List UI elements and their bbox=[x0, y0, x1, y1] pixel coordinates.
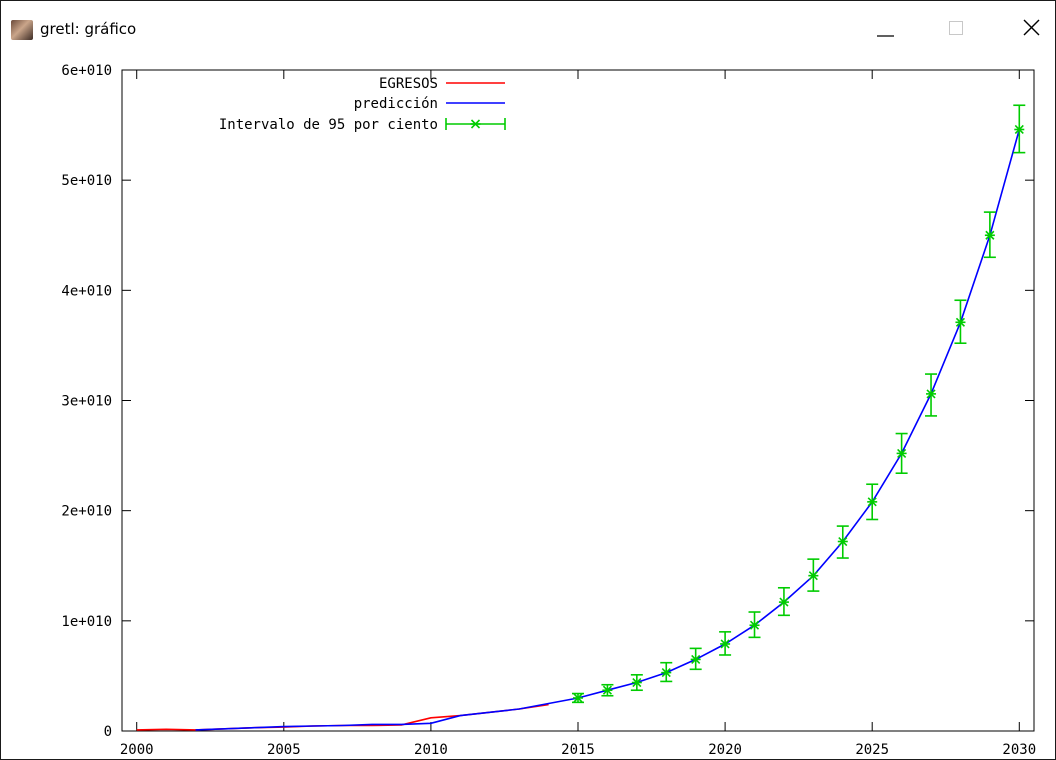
x-tick-label: 2030 bbox=[1002, 742, 1036, 758]
minimize-icon bbox=[877, 35, 894, 37]
x-tick-label: 2025 bbox=[855, 742, 889, 758]
y-tick-label: 2e+010 bbox=[61, 504, 112, 520]
errorbar-point bbox=[866, 483, 879, 521]
close-button[interactable] bbox=[1007, 9, 1053, 49]
y-tick-label: 1e+010 bbox=[61, 614, 112, 630]
errorbar-point bbox=[954, 299, 967, 345]
errorbar-point bbox=[630, 674, 643, 692]
minimize-button[interactable] bbox=[861, 9, 907, 49]
close-icon bbox=[1023, 19, 1040, 36]
errorbar-point bbox=[777, 586, 790, 617]
y-tick-label: 4e+010 bbox=[61, 283, 112, 299]
star-marker-d2 bbox=[838, 536, 848, 547]
legend-star-d2 bbox=[470, 119, 481, 129]
x-tick-label: 2005 bbox=[267, 742, 301, 758]
plot-area: 0 1e+010 2e+010 3e+010 4e+010 5e+010 6e+010 200… bbox=[1, 53, 1055, 759]
errorbar-point bbox=[689, 647, 702, 671]
x-tick-label: 2020 bbox=[708, 742, 742, 758]
window-title: gretl: gráfico bbox=[40, 20, 137, 38]
gretl-app-icon[interactable] bbox=[11, 20, 33, 40]
errorbar-point bbox=[1013, 104, 1026, 154]
errorbar-point bbox=[601, 683, 614, 697]
star-marker-d2 bbox=[632, 677, 642, 688]
star-marker-d2 bbox=[720, 639, 730, 649]
errorbar-point bbox=[572, 692, 584, 704]
errorbar-point bbox=[807, 558, 820, 592]
errorbar-point bbox=[895, 432, 908, 475]
errorbar-point bbox=[748, 611, 761, 639]
legend-label: predicción bbox=[354, 96, 438, 112]
maximize-button[interactable] bbox=[931, 9, 977, 49]
y-tick-label: 0 bbox=[104, 724, 112, 740]
x-tick-label: 2000 bbox=[120, 742, 154, 758]
maximize-icon bbox=[949, 21, 963, 35]
star-marker-d2 bbox=[808, 571, 818, 581]
errorbar-point bbox=[983, 211, 996, 259]
forecast-chart: 0 1e+010 2e+010 3e+010 4e+010 5e+010 6e+010 200… bbox=[61, 63, 1036, 758]
errorbar-point bbox=[719, 631, 732, 656]
title-bar[interactable]: gretl: gráfico bbox=[1, 1, 1055, 53]
star-marker-d2 bbox=[573, 693, 583, 703]
legend-label: EGRESOS bbox=[379, 76, 438, 92]
star-marker-d2 bbox=[1014, 124, 1024, 135]
x-tick-label: 2015 bbox=[561, 742, 595, 758]
errorbar-point bbox=[660, 661, 673, 683]
legend-label: Intervalo de 95 por ciento bbox=[219, 117, 438, 133]
star-marker-d2 bbox=[691, 654, 701, 664]
x-tick-label: 2010 bbox=[414, 742, 448, 758]
star-marker-d2 bbox=[955, 317, 966, 327]
series-line-prediccion bbox=[195, 129, 1021, 731]
star-marker-d2 bbox=[661, 668, 671, 678]
star-marker-d2 bbox=[602, 685, 612, 695]
errorbar-point bbox=[836, 525, 849, 559]
y-tick-label: 6e+010 bbox=[61, 63, 112, 79]
y-tick-label: 5e+010 bbox=[61, 173, 112, 189]
y-tick-label: 3e+010 bbox=[61, 394, 112, 410]
star-marker-d2 bbox=[985, 230, 995, 240]
star-marker-d2 bbox=[779, 597, 789, 607]
plot-frame bbox=[121, 69, 1035, 732]
star-marker-d2 bbox=[867, 497, 877, 507]
star-marker-d2 bbox=[897, 448, 907, 458]
errorbar-point bbox=[925, 373, 938, 417]
star-marker-d2 bbox=[926, 389, 936, 399]
star-marker-d2 bbox=[749, 620, 760, 630]
